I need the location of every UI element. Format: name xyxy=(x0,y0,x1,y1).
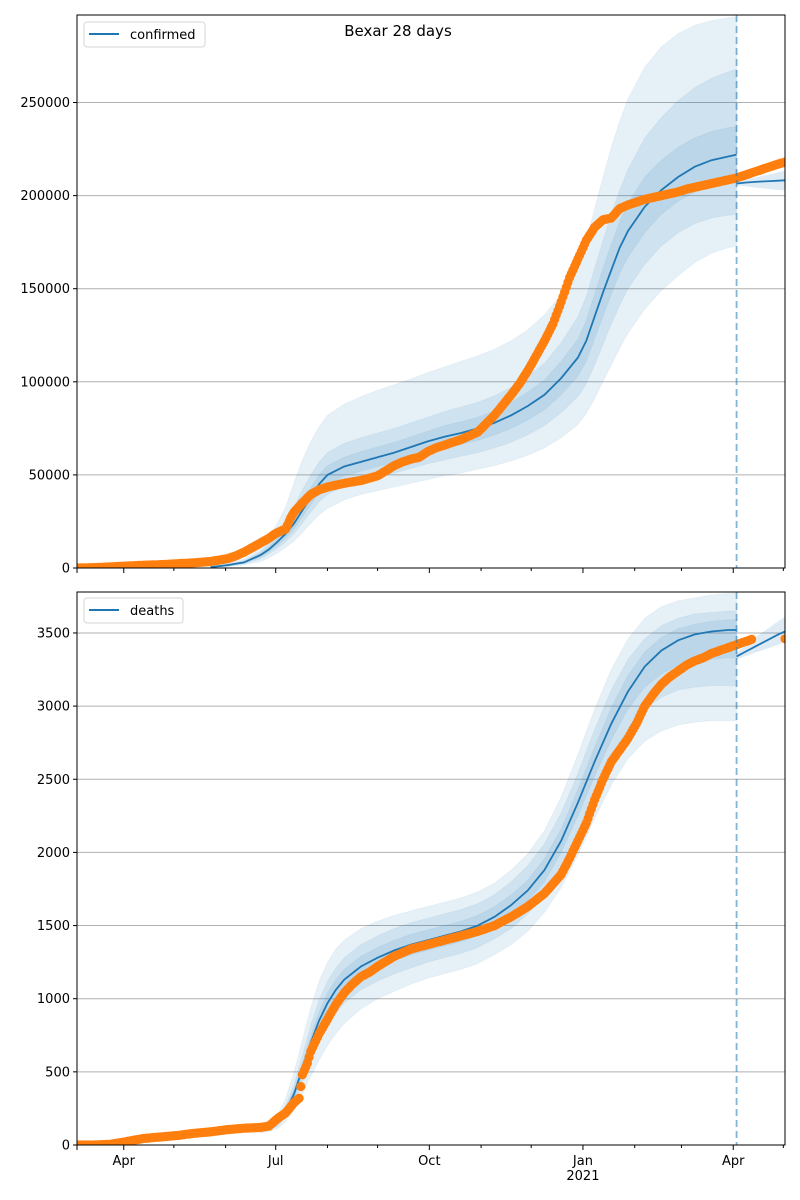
y-tick-label: 200000 xyxy=(20,189,70,204)
legend-box xyxy=(83,597,184,624)
legend-box xyxy=(83,21,206,48)
y-tick-label: 3500 xyxy=(37,626,70,641)
y-tick-label: 100000 xyxy=(20,375,70,390)
deaths-observed-points xyxy=(77,634,785,1145)
y-tick-label: 1500 xyxy=(37,919,70,934)
confirmed-x-ticks xyxy=(76,568,784,573)
deaths-y-ticks: 0 500 1000 1500 2000 2500 3000 3500 xyxy=(37,626,77,1154)
legend-label-confirmed: confirmed xyxy=(130,28,196,43)
x-tick-label: Apr xyxy=(113,1154,136,1169)
deaths-axes-frame xyxy=(76,591,786,1146)
y-tick-label: 0 xyxy=(62,1139,70,1154)
observed-point xyxy=(747,634,757,645)
x-tick-year-label: 2021 xyxy=(566,1169,599,1184)
observed-point xyxy=(296,1081,306,1092)
y-tick-label: 150000 xyxy=(20,282,70,297)
chart-title: Bexar 28 days xyxy=(344,22,452,40)
y-tick-label: 500 xyxy=(45,1065,70,1080)
legend-label-deaths: deaths xyxy=(130,604,175,619)
y-tick-label: 2000 xyxy=(37,846,70,861)
y-tick-label: 2500 xyxy=(37,773,70,788)
y-tick-label: 250000 xyxy=(20,96,70,111)
model-median-line xyxy=(260,629,737,1132)
deaths-legend: deaths xyxy=(83,597,184,624)
observed-point xyxy=(294,1093,304,1103)
x-tick-label: Jan xyxy=(572,1154,593,1169)
observed-point xyxy=(780,634,785,644)
confirmed-legend: confirmed xyxy=(83,21,206,48)
band-outer xyxy=(260,593,738,1134)
post-forecast-band xyxy=(736,170,785,191)
x-tick-label: Apr xyxy=(722,1154,745,1169)
confirmed-observed-points xyxy=(77,157,785,568)
y-tick-label: 1000 xyxy=(37,992,70,1007)
deaths-chart: 0 500 1000 1500 2000 2500 3000 3500 Apr Jul Oct Ja… xyxy=(37,591,786,1184)
y-tick-label: 3000 xyxy=(37,700,70,715)
confirmed-y-ticks: 0 50000 100000 150000 200000 250000 xyxy=(20,96,77,577)
band-outer xyxy=(210,16,738,568)
y-tick-label: 50000 xyxy=(29,468,70,483)
observed-point xyxy=(780,157,785,167)
post-forecast-band xyxy=(736,616,785,660)
post-median-line xyxy=(736,179,785,185)
deaths-lines xyxy=(260,629,785,1132)
confirmed-axes-frame xyxy=(76,14,786,569)
x-tick-label: Oct xyxy=(418,1154,440,1169)
confirmed-chart: 0 50000 100000 150000 200000 250000 Bexar 28 … xyxy=(20,14,786,577)
post-median-line xyxy=(736,630,785,658)
x-tick-label: Jul xyxy=(267,1154,284,1169)
y-tick-label: 0 xyxy=(62,562,70,577)
